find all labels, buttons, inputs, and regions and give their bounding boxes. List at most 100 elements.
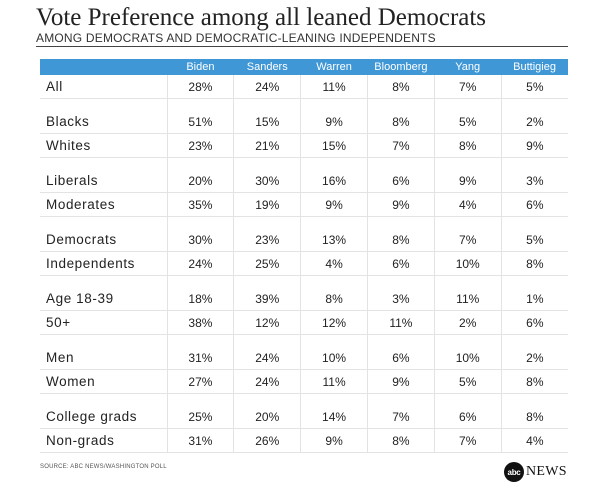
row-label: College grads <box>40 405 167 429</box>
spacer-cell <box>433 275 502 287</box>
table-row: Non-grads 31% 26% 9% 8% 7% 4% <box>40 428 568 453</box>
data-cell: 23% <box>233 228 301 252</box>
data-cell: 13% <box>300 228 368 252</box>
data-cell: 19% <box>233 192 301 217</box>
data-cell: 10% <box>433 251 502 276</box>
chart-subtitle: AMONG DEMOCRATS AND DEMOCRATIC-LEANING I… <box>36 31 436 45</box>
data-cell: 7% <box>366 133 435 158</box>
data-cell: 31% <box>166 346 234 370</box>
data-cell: 15% <box>233 110 301 134</box>
spacer-cell <box>366 393 435 405</box>
group-spacer <box>40 275 568 288</box>
spacer-cell <box>366 334 435 346</box>
table-body: All 28% 24% 11% 8% 7% 5% Blacks 51% 15% 9% 8% 5% 2% Wh… <box>40 75 568 453</box>
table-row: Independents 24% 25% 4% 6% 10% 8% <box>40 251 568 276</box>
data-cell: 30% <box>166 228 234 252</box>
spacer-cell <box>166 98 234 110</box>
data-cell: 6% <box>500 310 568 335</box>
data-cell: 28% <box>166 75 234 99</box>
data-cell: 2% <box>433 310 502 335</box>
spacer-cell <box>433 334 502 346</box>
spacer-cell <box>433 157 502 169</box>
data-cell: 24% <box>166 251 234 276</box>
data-cell: 4% <box>300 251 368 276</box>
column-header: Yang <box>434 59 502 75</box>
spacer-cell <box>40 276 167 288</box>
data-cell: 7% <box>433 228 502 252</box>
table-row: All 28% 24% 11% 8% 7% 5% <box>40 75 568 99</box>
data-cell: 38% <box>166 310 234 335</box>
spacer-cell <box>366 157 435 169</box>
column-header: Buttigieg <box>501 59 568 75</box>
spacer-cell <box>40 217 167 229</box>
spacer-cell <box>40 99 167 111</box>
row-label: Men <box>40 346 167 370</box>
table-row: Men 31% 24% 10% 6% 10% 2% <box>40 346 568 370</box>
data-cell: 10% <box>300 346 368 370</box>
data-cell: 9% <box>500 133 568 158</box>
data-cell: 11% <box>433 287 502 311</box>
spacer-cell <box>500 216 568 228</box>
column-header: Biden <box>167 59 234 75</box>
spacer-cell <box>233 98 301 110</box>
data-cell: 8% <box>366 110 435 134</box>
table-row: Blacks 51% 15% 9% 8% 5% 2% <box>40 110 568 134</box>
spacer-cell <box>233 334 301 346</box>
spacer-cell <box>366 216 435 228</box>
data-cell: 8% <box>300 287 368 311</box>
data-cell: 21% <box>233 133 301 158</box>
spacer-cell <box>300 275 368 287</box>
data-cell: 24% <box>233 75 301 99</box>
results-table: Biden Sanders Warren Bloomberg Yang Butt… <box>40 59 568 453</box>
spacer-cell <box>300 334 368 346</box>
spacer-cell <box>40 335 167 347</box>
group-spacer <box>40 216 568 229</box>
spacer-cell <box>433 393 502 405</box>
column-header: Bloomberg <box>367 59 435 75</box>
spacer-cell <box>500 157 568 169</box>
row-label: 50+ <box>40 310 167 335</box>
data-cell: 23% <box>166 133 234 158</box>
abc-logo-mark: abc <box>504 462 524 482</box>
data-cell: 9% <box>366 369 435 394</box>
spacer-cell <box>500 334 568 346</box>
data-cell: 6% <box>366 169 435 193</box>
data-cell: 11% <box>300 75 368 99</box>
data-cell: 27% <box>166 369 234 394</box>
table-row: Moderates 35% 19% 9% 9% 4% 6% <box>40 192 568 217</box>
data-cell: 8% <box>500 405 568 429</box>
spacer-cell <box>166 157 234 169</box>
table-row: Democrats 30% 23% 13% 8% 7% 5% <box>40 228 568 252</box>
data-cell: 5% <box>500 228 568 252</box>
data-cell: 2% <box>500 346 568 370</box>
row-label: Age 18-39 <box>40 287 167 311</box>
data-cell: 8% <box>500 369 568 394</box>
data-cell: 14% <box>300 405 368 429</box>
data-cell: 8% <box>366 428 435 453</box>
table-row: 50+ 38% 12% 12% 11% 2% 6% <box>40 310 568 335</box>
spacer-cell <box>166 216 234 228</box>
row-label: Moderates <box>40 192 167 217</box>
header-row: Biden Sanders Warren Bloomberg Yang Butt… <box>40 59 568 75</box>
data-cell: 8% <box>500 251 568 276</box>
row-label: Independents <box>40 251 167 276</box>
table-row: Age 18-39 18% 39% 8% 3% 11% 1% <box>40 287 568 311</box>
row-label: Women <box>40 369 167 394</box>
spacer-cell <box>300 98 368 110</box>
table-row: Liberals 20% 30% 16% 6% 9% 3% <box>40 169 568 193</box>
data-cell: 7% <box>433 428 502 453</box>
group-spacer <box>40 393 568 405</box>
data-cell: 11% <box>366 310 435 335</box>
title-divider <box>36 46 568 47</box>
spacer-cell <box>233 393 301 405</box>
data-cell: 12% <box>233 310 301 335</box>
spacer-cell <box>233 157 301 169</box>
row-label: Liberals <box>40 169 167 193</box>
data-cell: 5% <box>433 110 502 134</box>
spacer-cell <box>366 98 435 110</box>
spacer-cell <box>166 393 234 405</box>
source-note: SOURCE: ABC NEWS/WASHINGTON POLL <box>40 464 167 470</box>
data-cell: 1% <box>500 287 568 311</box>
column-header: Sanders <box>233 59 301 75</box>
data-cell: 24% <box>233 369 301 394</box>
